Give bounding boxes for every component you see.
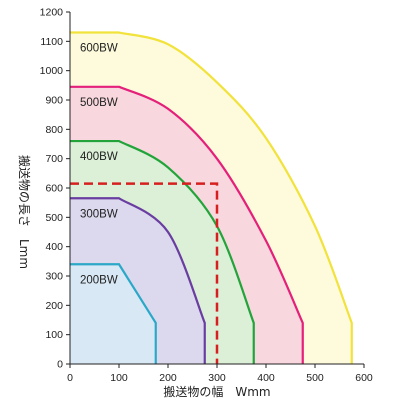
series-label-400BW: 400BW xyxy=(80,151,118,163)
series-line-500BW xyxy=(70,85,304,364)
y-tick-label-500: 500 xyxy=(45,212,63,224)
x-tick-label-600: 600 xyxy=(355,372,373,384)
y-tick-label-700: 700 xyxy=(45,153,63,165)
axes xyxy=(66,11,365,368)
series-line-200BW xyxy=(70,263,157,364)
series-lines xyxy=(70,31,353,364)
x-tick-label-100: 100 xyxy=(110,372,128,384)
y-axis-title: 搬送物の長さ Lmm xyxy=(17,155,32,269)
series-label-500BW: 500BW xyxy=(80,97,118,109)
series-line-400BW xyxy=(70,139,255,364)
y-tick-label-300: 300 xyxy=(45,271,63,283)
x-tick-label-400: 400 xyxy=(257,372,275,384)
tick-labels: 0100200300400500600700800900100011001200… xyxy=(40,7,373,385)
x-tick-label-500: 500 xyxy=(306,372,324,384)
x-tick-label-300: 300 xyxy=(208,372,226,384)
y-tick-label-400: 400 xyxy=(45,241,63,253)
y-tick-label-1200: 1200 xyxy=(40,7,64,19)
x-tick-label-0: 0 xyxy=(67,372,73,384)
x-tick-label-200: 200 xyxy=(159,372,177,384)
series-label-200BW: 200BW xyxy=(80,274,118,286)
x-axis-title: 搬送物の幅 Wmm xyxy=(163,384,270,399)
series-line-300BW xyxy=(70,197,206,364)
y-tick-label-900: 900 xyxy=(45,95,63,107)
y-tick-label-800: 800 xyxy=(45,124,63,136)
y-tick-label-200: 200 xyxy=(45,300,63,312)
y-tick-label-1000: 1000 xyxy=(40,65,64,77)
series-line-600BW xyxy=(70,31,353,364)
y-tick-label-0: 0 xyxy=(57,359,63,371)
reference-line-0 xyxy=(70,182,219,364)
series-label-600BW: 600BW xyxy=(80,43,118,55)
series-label-300BW: 300BW xyxy=(80,208,118,220)
y-tick-label-1100: 1100 xyxy=(40,36,63,48)
series-labels: 600BW 500BW 400BW 300BW 200BW xyxy=(80,43,118,287)
reference-lines xyxy=(70,182,219,364)
y-tick-label-600: 600 xyxy=(45,183,63,195)
y-tick-label-100: 100 xyxy=(45,329,63,341)
